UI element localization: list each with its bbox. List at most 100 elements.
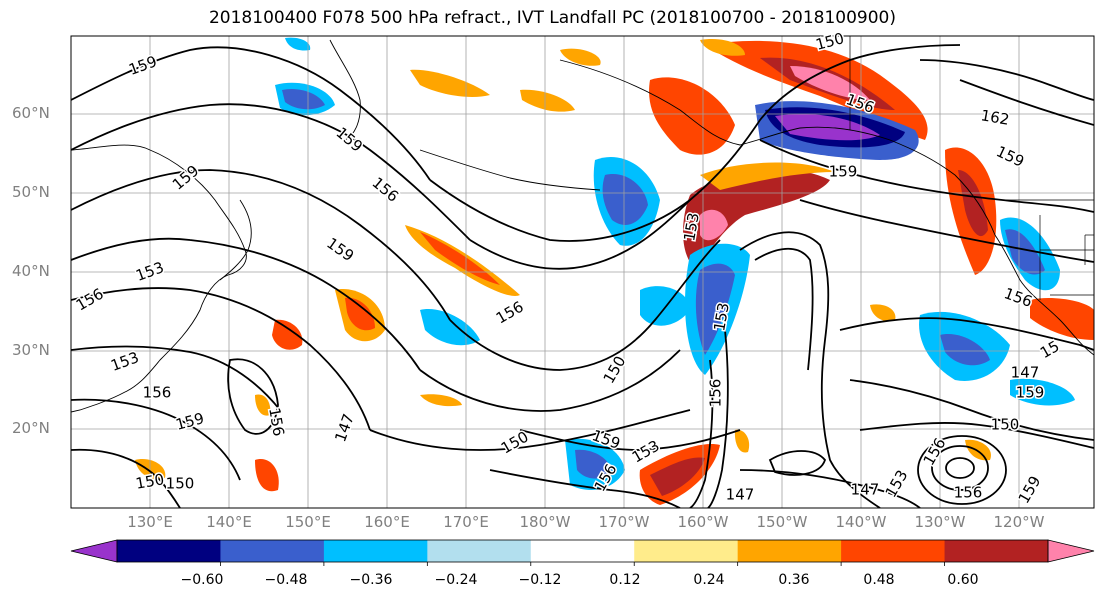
colorbar-segment xyxy=(117,540,221,562)
contour-line xyxy=(227,358,279,435)
colorbar-segment xyxy=(737,540,842,562)
shading-negative xyxy=(420,309,480,346)
contour-line xyxy=(369,409,691,451)
contour-line xyxy=(689,359,714,508)
contour-label: 150 xyxy=(600,353,630,387)
shading-positive xyxy=(560,48,601,66)
contour-line xyxy=(429,44,961,242)
colorbar-frame xyxy=(116,539,1049,563)
contour-line xyxy=(71,169,451,321)
contour-label: 156 xyxy=(707,379,725,408)
contour-label: 159 xyxy=(993,142,1027,170)
colorbar-tick-label: 0.12 xyxy=(609,572,641,588)
contour-label: 153 xyxy=(882,467,912,501)
colorbar-tick-label: −0.36 xyxy=(349,572,393,588)
coastline-japan xyxy=(219,199,252,281)
contour-label: 153 xyxy=(133,258,166,285)
contour-label: 159 xyxy=(174,409,206,434)
lon-label-120w: 120°W xyxy=(993,513,1045,531)
contour-label: 150 xyxy=(134,470,165,493)
graticule xyxy=(71,36,1094,508)
shading-negative xyxy=(575,449,612,479)
contour-line xyxy=(754,247,814,371)
contour-line xyxy=(849,379,1094,441)
shading-positive xyxy=(683,169,830,268)
contour-label: 159 xyxy=(126,52,159,79)
contour-label: 150 xyxy=(166,475,195,493)
map-frame xyxy=(70,35,1095,509)
shading-positive xyxy=(649,77,735,155)
lon-label-140w: 140°W xyxy=(835,513,887,531)
contour-line xyxy=(419,349,681,412)
contour-label: 159 xyxy=(829,163,858,181)
contour-label: 156 xyxy=(265,406,288,437)
colorbar-segment xyxy=(944,540,1049,562)
colorbar-extend-high xyxy=(1047,539,1095,563)
shading-positive xyxy=(345,297,375,331)
contour-label: 147 xyxy=(331,411,358,444)
colorbar-segment xyxy=(841,540,946,562)
contour-line xyxy=(799,199,1094,263)
contour-label: 159 xyxy=(333,124,367,156)
colorbar-tick-label: −0.48 xyxy=(264,572,308,588)
shading-positive xyxy=(700,162,835,190)
lat-label-30n: 30°N xyxy=(12,341,50,359)
coastline-asia xyxy=(71,144,247,413)
colorbar-segment xyxy=(634,540,739,562)
shading-strong-positive xyxy=(700,209,728,241)
shading-positive xyxy=(734,429,750,453)
colorbar-tick-label: −0.12 xyxy=(518,572,562,588)
shading-positive xyxy=(965,439,991,461)
lon-label-130w: 130°W xyxy=(914,513,966,531)
contour-line xyxy=(71,287,371,431)
lon-label-180w: 180°W xyxy=(519,513,571,531)
contour-label: 156 xyxy=(143,384,172,402)
contour-label: 156 xyxy=(1002,284,1035,311)
contour-line xyxy=(707,329,729,508)
shading-positive xyxy=(870,304,896,322)
shading-positive xyxy=(255,459,279,492)
contour-line xyxy=(739,469,921,508)
contour-line xyxy=(917,435,1007,505)
shading-negative xyxy=(282,88,325,110)
lat-label-50n: 50°N xyxy=(12,183,50,201)
shading-positive xyxy=(420,394,462,407)
contour-line xyxy=(519,429,741,451)
colorbar-segment xyxy=(220,540,325,562)
lon-label-150w: 150°W xyxy=(756,513,808,531)
contour-label: 147 xyxy=(1011,364,1040,382)
contour-line xyxy=(859,422,1094,449)
coastline-alaska xyxy=(559,59,996,236)
contour-label: 156 xyxy=(920,435,950,469)
coastline-aleutians xyxy=(419,149,601,191)
shading-negative xyxy=(285,37,311,51)
contour-line xyxy=(839,317,1094,351)
shading-positive xyxy=(650,457,705,496)
lon-label-140e: 140°E xyxy=(206,513,252,531)
contour-label: 150 xyxy=(814,29,846,54)
contour-line xyxy=(469,199,691,270)
lon-label-170e: 170°E xyxy=(443,513,489,531)
shading-negative xyxy=(695,263,735,355)
shading-layer xyxy=(135,37,1094,505)
colorbar-segment xyxy=(427,540,532,562)
contour-label: 156 xyxy=(493,298,527,328)
contour-line xyxy=(959,79,1094,126)
lon-label-160w: 160°W xyxy=(677,513,729,531)
lon-label-130e: 130°E xyxy=(127,513,173,531)
contour-label: 156 xyxy=(73,285,107,315)
shading-negative xyxy=(1005,229,1045,275)
lon-label-150e: 150°E xyxy=(285,513,331,531)
shading-positive xyxy=(272,319,303,350)
contour-label: 150 xyxy=(991,416,1020,434)
contour-label: 147 xyxy=(851,481,880,499)
colorbar-tick-label: −0.24 xyxy=(434,572,478,588)
lon-label-160e: 160°E xyxy=(364,513,410,531)
shading-positive xyxy=(520,89,575,112)
contour-line xyxy=(739,231,881,508)
colorbar-extend-low xyxy=(70,539,118,563)
contour-label: 162 xyxy=(979,106,1010,129)
colorbar-tick-label: 0.60 xyxy=(947,572,979,588)
shading-negative xyxy=(1010,378,1075,406)
contour-line xyxy=(931,445,989,491)
